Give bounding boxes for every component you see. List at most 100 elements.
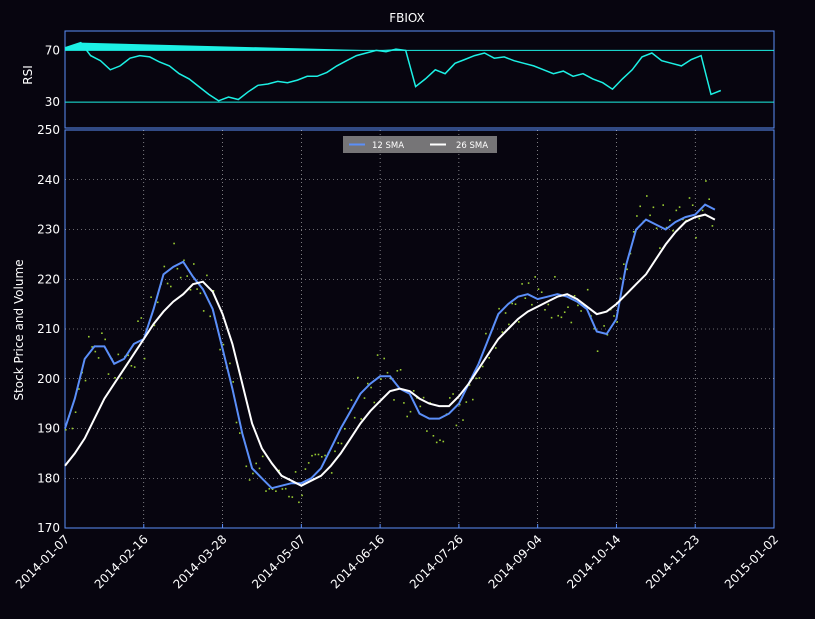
price-point	[531, 303, 533, 306]
price-point	[409, 410, 412, 413]
price-point	[367, 382, 369, 385]
price-point	[508, 323, 510, 326]
price-point	[94, 350, 97, 353]
price-point	[321, 456, 323, 458]
price-point	[396, 370, 399, 372]
price-plot-frame	[64, 129, 775, 529]
price-point	[399, 369, 402, 371]
price-point	[114, 377, 116, 379]
price-point	[701, 209, 704, 212]
price-point	[163, 265, 166, 268]
price-point	[406, 415, 408, 418]
price-point	[74, 411, 77, 413]
price-point	[275, 490, 277, 492]
price-point	[101, 332, 103, 334]
price-point	[298, 501, 300, 504]
price-point	[649, 214, 651, 217]
price-point	[130, 365, 133, 367]
price-point	[291, 496, 294, 498]
price-point	[573, 295, 576, 297]
price-point	[317, 453, 320, 456]
price-point	[567, 306, 569, 308]
price-point	[705, 180, 707, 182]
price-ytick-210: 210	[37, 322, 60, 336]
price-ytick-200: 200	[37, 372, 60, 386]
price-point	[439, 439, 441, 441]
price-point	[632, 231, 635, 233]
price-point	[78, 388, 80, 390]
sma12-line	[64, 203, 716, 490]
price-point	[281, 488, 284, 490]
price-point	[304, 468, 307, 470]
price-point	[550, 316, 553, 319]
price-point	[294, 471, 297, 473]
price-point	[347, 407, 349, 410]
price-point	[659, 247, 661, 249]
rsi-ytick-70: 70	[45, 43, 60, 57]
price-point	[691, 204, 694, 206]
price-point	[514, 303, 517, 305]
price-point	[209, 315, 211, 318]
price-point	[202, 310, 205, 312]
price-point	[639, 205, 641, 208]
price-point	[97, 357, 100, 359]
price-point	[219, 348, 221, 351]
price-point	[173, 242, 175, 245]
price-point	[593, 327, 596, 330]
price-point	[688, 197, 691, 199]
price-point	[547, 303, 550, 306]
price-point	[452, 393, 454, 395]
price-ylabel: Stock Price and Volume	[12, 259, 26, 400]
price-point	[603, 325, 605, 327]
price-point	[222, 343, 225, 346]
price-point	[468, 384, 471, 386]
price-point	[435, 441, 438, 444]
price-point	[386, 371, 389, 374]
price-point	[462, 419, 464, 421]
price-point	[284, 487, 287, 490]
price-point	[120, 377, 123, 380]
price-point	[652, 206, 655, 209]
price-point	[662, 204, 664, 206]
price-point	[560, 316, 563, 319]
price-ytick-180: 180	[37, 471, 60, 485]
price-point	[176, 267, 179, 270]
price-point	[524, 297, 527, 299]
price-point	[91, 346, 93, 348]
price-point	[485, 332, 487, 335]
rsi-panel: 30 70	[45, 30, 775, 129]
price-point	[557, 314, 559, 317]
price-point	[403, 402, 405, 404]
price-point	[179, 276, 182, 279]
price-point	[363, 397, 366, 399]
legend-box	[343, 136, 497, 153]
price-point	[586, 288, 589, 291]
price-point	[537, 288, 540, 290]
price-point	[212, 290, 215, 292]
price-point	[606, 334, 609, 336]
price-point	[288, 495, 290, 498]
price-point	[498, 307, 500, 310]
price-point	[495, 347, 497, 349]
price-point	[665, 226, 668, 229]
price-point	[258, 467, 261, 470]
chart-title: FBIOX	[389, 11, 425, 25]
price-point	[626, 268, 628, 271]
price-point	[232, 381, 234, 383]
price-point	[376, 354, 379, 356]
price-point	[265, 490, 267, 492]
price-point	[143, 357, 146, 360]
price-point	[235, 421, 238, 424]
price-point	[324, 454, 326, 457]
price-point	[353, 416, 356, 419]
price-point	[261, 455, 264, 458]
rsi-ylabel: RSI	[21, 65, 35, 85]
price-point	[534, 276, 536, 278]
price-point	[193, 263, 195, 265]
price-point	[432, 435, 435, 437]
price-point	[636, 215, 638, 217]
price-point	[619, 277, 622, 280]
price-point	[337, 442, 339, 444]
price-point	[117, 353, 120, 356]
